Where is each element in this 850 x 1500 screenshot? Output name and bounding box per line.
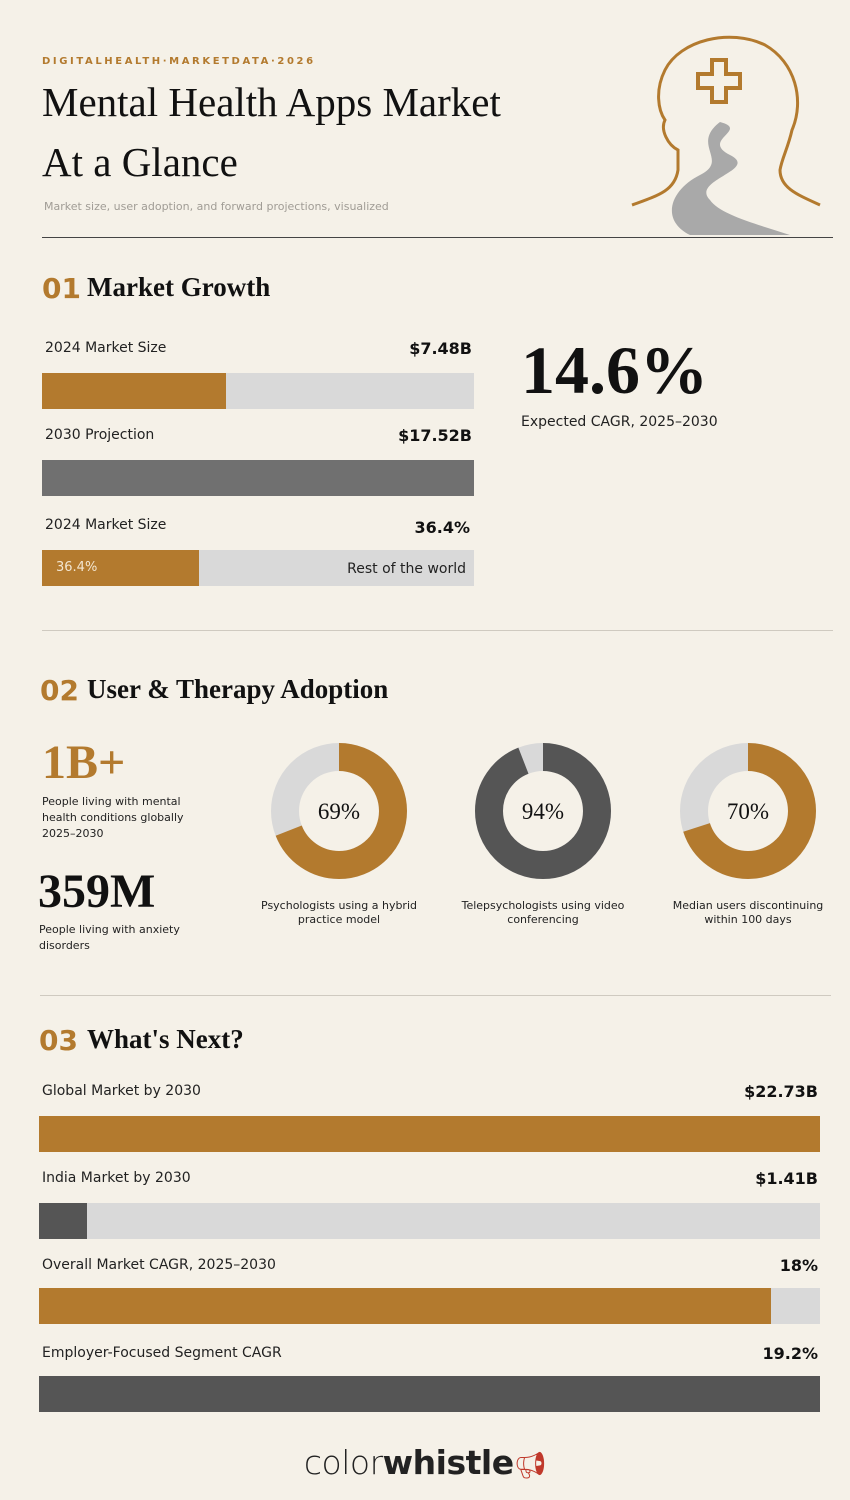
donut-caption: Telepsychologists using video conferenci…	[461, 899, 625, 926]
section-title: User & Therapy Adoption	[87, 674, 389, 704]
title: At a Glance	[42, 139, 238, 185]
bar-value: 19.2%	[762, 1344, 818, 1363]
bar-label: 2024 Market Size	[45, 517, 167, 533]
bar	[39, 1203, 88, 1239]
bar-track	[42, 373, 474, 409]
cagr-value: 14.6%	[521, 332, 708, 408]
head-outline	[631, 35, 821, 207]
bar	[42, 373, 227, 409]
subtitle: Market size, user adoption, and forward …	[44, 200, 389, 213]
bar-track	[39, 1288, 820, 1324]
section-title: What's Next?	[87, 1024, 244, 1054]
donut-charts: 69% 94% 70%	[271, 743, 816, 879]
bar-label: Employer-Focused Segment CAGR	[42, 1345, 282, 1361]
bar-value: $1.41B	[755, 1169, 818, 1188]
bar-track	[39, 1376, 820, 1412]
bar	[42, 460, 474, 496]
divider	[40, 995, 831, 996]
bar	[39, 1116, 820, 1152]
brand-light: color	[303, 1443, 383, 1482]
donut-caption: Median users discontinuing within 100 da…	[672, 899, 824, 926]
whistle-icon: 📢︎	[513, 1451, 547, 1481]
section-number: 01	[42, 272, 81, 305]
donut-label: 69%	[318, 799, 360, 824]
section-title: Market Growth	[87, 272, 271, 302]
divider	[42, 630, 833, 631]
bar	[42, 550, 200, 586]
cross-icon	[696, 58, 742, 104]
stat-value: 1B+	[42, 736, 126, 789]
head-icon	[631, 35, 821, 235]
brand-bold: whistle	[382, 1443, 514, 1482]
bar-value: 36.4%	[414, 518, 470, 537]
donut-segment	[475, 743, 611, 879]
bar-label: 2030 Projection	[45, 427, 155, 443]
brand-logo: colorwhistle📢︎	[0, 1443, 850, 1482]
bar-track: 36.4% Rest of the world	[42, 550, 474, 586]
stat-caption: People living with mental health conditi…	[42, 795, 184, 840]
road	[671, 122, 790, 235]
cagr-caption: Expected CAGR, 2025–2030	[521, 414, 718, 430]
title: Mental Health Apps Market	[42, 79, 501, 125]
bar-rest-label: Rest of the world	[347, 561, 466, 577]
kicker: DIGITALHEALTH·MARKETDATA·2026	[42, 56, 316, 67]
bar-value: 18%	[779, 1256, 818, 1275]
bar-label: 2024 Market Size	[45, 340, 167, 356]
section-number: 03	[39, 1024, 78, 1057]
bar-value: $7.48B	[409, 339, 472, 358]
bar-value: $17.52B	[398, 426, 472, 445]
divider	[42, 237, 833, 238]
stat-value: 359M	[38, 865, 156, 918]
donut-label: 94%	[522, 799, 564, 824]
bar-value: $22.73B	[744, 1082, 818, 1101]
donut-segment	[271, 743, 407, 879]
bar-track	[42, 460, 474, 496]
donut-caption: Psychologists using a hybrid practice mo…	[261, 899, 417, 926]
bar-label: Overall Market CAGR, 2025–2030	[42, 1257, 276, 1273]
stat-caption: People living with anxiety disorders	[39, 923, 180, 952]
bar-track	[39, 1203, 820, 1239]
bar	[39, 1376, 820, 1412]
donut-label: 70%	[727, 799, 769, 824]
bar-label: India Market by 2030	[42, 1170, 191, 1186]
donut-segment	[680, 743, 816, 879]
bar	[39, 1288, 772, 1324]
bar-track	[39, 1116, 820, 1152]
section-number: 02	[40, 674, 79, 707]
bar-label: Global Market by 2030	[42, 1083, 201, 1099]
bar-inner-label: 36.4%	[56, 560, 98, 575]
